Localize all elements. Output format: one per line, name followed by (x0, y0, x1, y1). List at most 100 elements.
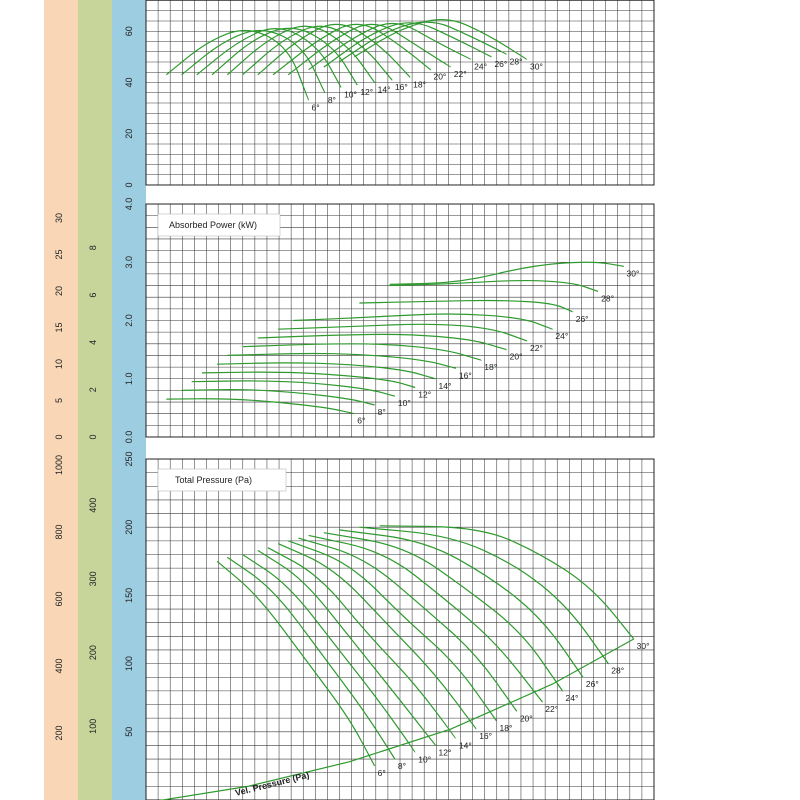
secondary-axis-tick: 0 (88, 434, 98, 439)
angle-label: 24° (555, 331, 568, 341)
series-line-14deg (217, 362, 436, 380)
series-line-10deg (242, 553, 416, 753)
absorbed-power-title: Absorbed Power (kW) (169, 220, 257, 230)
secondary-axis-tick: 300 (88, 571, 98, 586)
angle-label: 22° (530, 343, 543, 353)
angle-label: 28° (510, 56, 523, 66)
y-tick-label: 2.0 (124, 314, 134, 327)
series-line-22deg (278, 323, 528, 342)
series-line-18deg (257, 23, 411, 78)
angle-label: 16° (479, 731, 492, 741)
plot-frame (145, 0, 655, 186)
angle-label: 28° (611, 666, 624, 676)
curve-group (165, 19, 528, 101)
series-line-8deg (181, 389, 375, 406)
total-pressure-title: Total Pressure (Pa) (175, 475, 252, 485)
plot-frame (145, 458, 655, 800)
series-line-26deg (359, 299, 574, 313)
secondary-axis-tick: 800 (54, 524, 64, 539)
angle-label: 30° (627, 268, 640, 278)
series-line-8deg (226, 556, 396, 760)
secondary-axis-tick: 5 (54, 398, 64, 403)
grid (146, 459, 654, 800)
total-pressure-title-box: Total Pressure (Pa) (157, 468, 287, 492)
vel-pressure-line (159, 638, 634, 800)
angle-label: 22° (454, 69, 467, 79)
series-line-30deg (379, 525, 635, 640)
y-tick-label: 0.0 (124, 431, 134, 444)
velocity-scale-strip (44, 0, 78, 800)
secondary-axis-tick: 400 (88, 498, 98, 513)
secondary-axis-tick: 200 (88, 645, 98, 660)
series-line-10deg (196, 28, 342, 88)
curve-group (216, 525, 635, 767)
secondary-axis-tick: 20 (54, 286, 64, 296)
series-line-18deg (242, 343, 482, 361)
y-tick-label: 50 (124, 727, 134, 737)
efficiency-panel: 0 20 40 60 6° 8° 10° 12° 14° 16° 18° 20° 22° 24° 26° 28… (124, 0, 655, 188)
series-line-30deg (353, 19, 528, 60)
secondary-axis-tick: 1000 (54, 455, 64, 475)
angle-label: 10° (418, 754, 431, 764)
angle-label: 6° (378, 768, 386, 778)
absorbed-power-panel: 0.0 1.0 2.0 3.0 4.0 0 5 10 15 20 25 30 0 2 4 6 8 6° 8° 10° 1… (54, 198, 655, 444)
angle-label: 14° (439, 381, 452, 391)
angle-label: 24° (566, 693, 579, 703)
angle-label: 26° (494, 59, 507, 69)
angle-label: 14° (378, 85, 391, 95)
angle-label: 12° (418, 389, 431, 399)
series-line-20deg (272, 23, 432, 76)
series-line-28deg (359, 526, 609, 665)
y-tick-label: 1.0 (124, 372, 134, 385)
secondary-axis-tick: 0 (54, 434, 64, 439)
angle-label: 30° (637, 641, 650, 651)
absorbed-power-title-box: Absorbed Power (kW) (157, 213, 281, 237)
angle-label: 10° (398, 398, 411, 408)
secondary-axis-tick: 600 (54, 591, 64, 606)
angle-label: 16° (395, 82, 408, 92)
plot-frame (145, 203, 655, 438)
y-tick-label: 4.0 (124, 198, 134, 211)
series-line-26deg (338, 529, 584, 678)
angle-label: 26° (576, 314, 589, 324)
series-line-22deg (308, 534, 543, 703)
secondary-axis-tick: 15 (54, 322, 64, 332)
flow-scale-strip (78, 0, 112, 800)
series-line-18deg (287, 540, 498, 722)
secondary-axis-tick: 4 (88, 340, 98, 345)
angle-label: 6° (312, 102, 320, 112)
y-tick-label: 0 (124, 182, 134, 187)
angle-label: 20° (433, 72, 446, 82)
series-line-22deg (287, 23, 452, 76)
secondary-axis-tick: 400 (54, 658, 64, 673)
series-line-16deg (277, 543, 477, 730)
series-line-24deg (293, 313, 554, 330)
angle-label: 6° (357, 416, 365, 426)
series-line-30deg (389, 261, 625, 285)
secondary-axis-tick: 30 (54, 213, 64, 223)
secondary-axis-tick: 6 (88, 293, 98, 298)
angle-label: 8° (378, 407, 386, 417)
angle-label: 20° (520, 713, 533, 723)
secondary-axis-tick: 10 (54, 359, 64, 369)
angle-label: 8° (328, 95, 336, 105)
y-tick-label: 150 (124, 588, 134, 603)
series-line-14deg (226, 25, 376, 84)
secondary-axis-tick: 25 (54, 249, 64, 259)
y-tick-label: 40 (124, 77, 134, 87)
angle-label: 20° (510, 352, 523, 362)
curve-group (166, 261, 625, 415)
y-tick-label: 20 (124, 129, 134, 139)
angle-label: 30° (530, 61, 543, 71)
y-tick-label: 100 (124, 656, 134, 671)
grid (146, 0, 654, 185)
angle-label: 22° (545, 704, 558, 714)
series-line-20deg (257, 333, 508, 351)
secondary-axis-tick: 2 (88, 387, 98, 392)
series-line-12deg (201, 371, 416, 389)
angle-label: 24° (474, 61, 487, 71)
angle-label: 14° (459, 741, 472, 751)
series-line-28deg (389, 279, 599, 292)
angle-label: 28° (601, 293, 614, 303)
